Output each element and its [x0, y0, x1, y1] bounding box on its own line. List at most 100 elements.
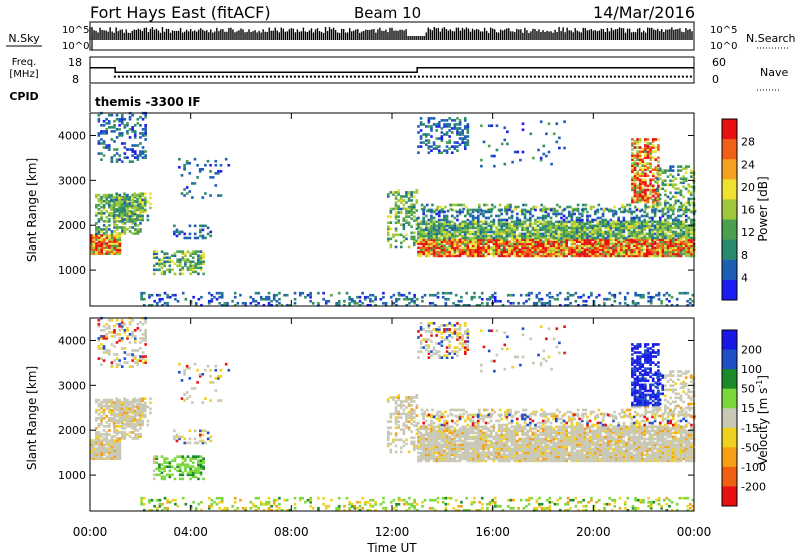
power-cell: [654, 176, 658, 180]
power-cell: [202, 262, 205, 266]
power-cell: [640, 214, 644, 218]
power-cell: [653, 252, 657, 256]
power-cell: [475, 303, 479, 307]
power-cell: [116, 238, 119, 241]
power-cell: [669, 173, 672, 176]
power-cell: [677, 254, 680, 258]
power-cell: [671, 209, 675, 213]
power-cell: [531, 232, 535, 236]
velocity-cell: [105, 443, 109, 446]
power-cell: [445, 250, 449, 254]
power-cell: [528, 238, 532, 242]
power-cell: [684, 218, 688, 222]
power-cell: [163, 270, 166, 274]
power-cell: [651, 242, 654, 246]
velocity-cell: [136, 403, 139, 407]
power-cell: [430, 252, 433, 256]
power-cell: [567, 214, 571, 218]
power-cell: [649, 295, 653, 299]
power-cell: [617, 244, 620, 248]
power-cell: [671, 242, 675, 246]
power-cell: [589, 205, 593, 209]
power-cell: [443, 228, 446, 232]
power-cell: [562, 238, 566, 242]
velocity-cell: [144, 328, 147, 332]
power-cell: [97, 142, 101, 145]
power-cell: [547, 242, 550, 246]
power-cell: [125, 204, 129, 208]
power-cell: [643, 242, 646, 246]
velocity-cell: [108, 451, 111, 454]
power-cell: [690, 244, 693, 248]
power-cell: [521, 222, 524, 226]
power-cell: [633, 198, 637, 202]
power-cell: [642, 293, 645, 297]
power-cell: [194, 266, 198, 270]
power-cell: [534, 244, 537, 248]
power-cell: [549, 246, 553, 250]
power-cell: [144, 138, 147, 141]
velocity-cell: [97, 445, 101, 448]
power-cell: [178, 232, 181, 236]
power-cell: [560, 246, 563, 250]
power-cell: [389, 221, 393, 225]
power-cell: [444, 205, 447, 209]
power-cell: [293, 301, 297, 305]
power-cell: [679, 230, 683, 234]
power-cell: [131, 222, 135, 225]
power-cell: [128, 202, 131, 206]
power-cell: [531, 252, 535, 256]
velocity-cell: [115, 421, 118, 425]
power-cell: [417, 236, 420, 240]
power-cell: [612, 254, 615, 258]
power-cell: [448, 222, 451, 226]
power-cell: [415, 241, 419, 245]
velocity-cell: [92, 453, 96, 456]
power-cell: [641, 170, 645, 174]
power-cell: [461, 248, 464, 252]
power-cell: [575, 228, 579, 232]
power-cell: [407, 205, 411, 209]
power-cell: [669, 205, 672, 209]
velocity-cell: [110, 365, 114, 368]
power-cell: [599, 252, 602, 256]
power-cell: [440, 224, 444, 228]
power-cell: [412, 203, 416, 207]
power-cell: [599, 234, 602, 238]
power-cell: [97, 193, 101, 197]
power-cell: [181, 291, 185, 295]
power-cell: [543, 301, 546, 305]
power-cell: [108, 213, 111, 217]
power-cell: [651, 210, 654, 214]
velocity-cell: [123, 322, 127, 326]
power-cell: [146, 218, 150, 222]
power-cell: [591, 226, 594, 230]
power-cell: [679, 193, 683, 197]
velocity-cell: [133, 417, 137, 421]
power-cell: [534, 232, 537, 236]
power-cell: [482, 140, 486, 144]
power-cell: [123, 203, 127, 207]
power-cell: [518, 240, 522, 244]
power-cell: [633, 176, 637, 180]
power-cell: [633, 142, 637, 145]
velocity-cell: [108, 439, 111, 442]
power-cell: [386, 239, 390, 243]
power-cell: [651, 146, 655, 149]
power-cell: [646, 150, 650, 153]
power-cell: [133, 156, 137, 159]
power-cell: [149, 206, 152, 210]
power-cell: [669, 248, 672, 252]
velocity-cell: [121, 433, 124, 436]
power-cell: [133, 204, 137, 208]
power-cell: [521, 226, 524, 230]
power-cell: [666, 207, 670, 211]
power-cell: [402, 195, 406, 198]
power-cell: [495, 248, 498, 252]
power-cell: [152, 272, 156, 276]
power-cell: [619, 242, 623, 246]
power-cell: [123, 211, 127, 215]
power-cell: [653, 232, 657, 236]
velocity-cell: [133, 423, 137, 427]
power-cell: [647, 291, 650, 295]
